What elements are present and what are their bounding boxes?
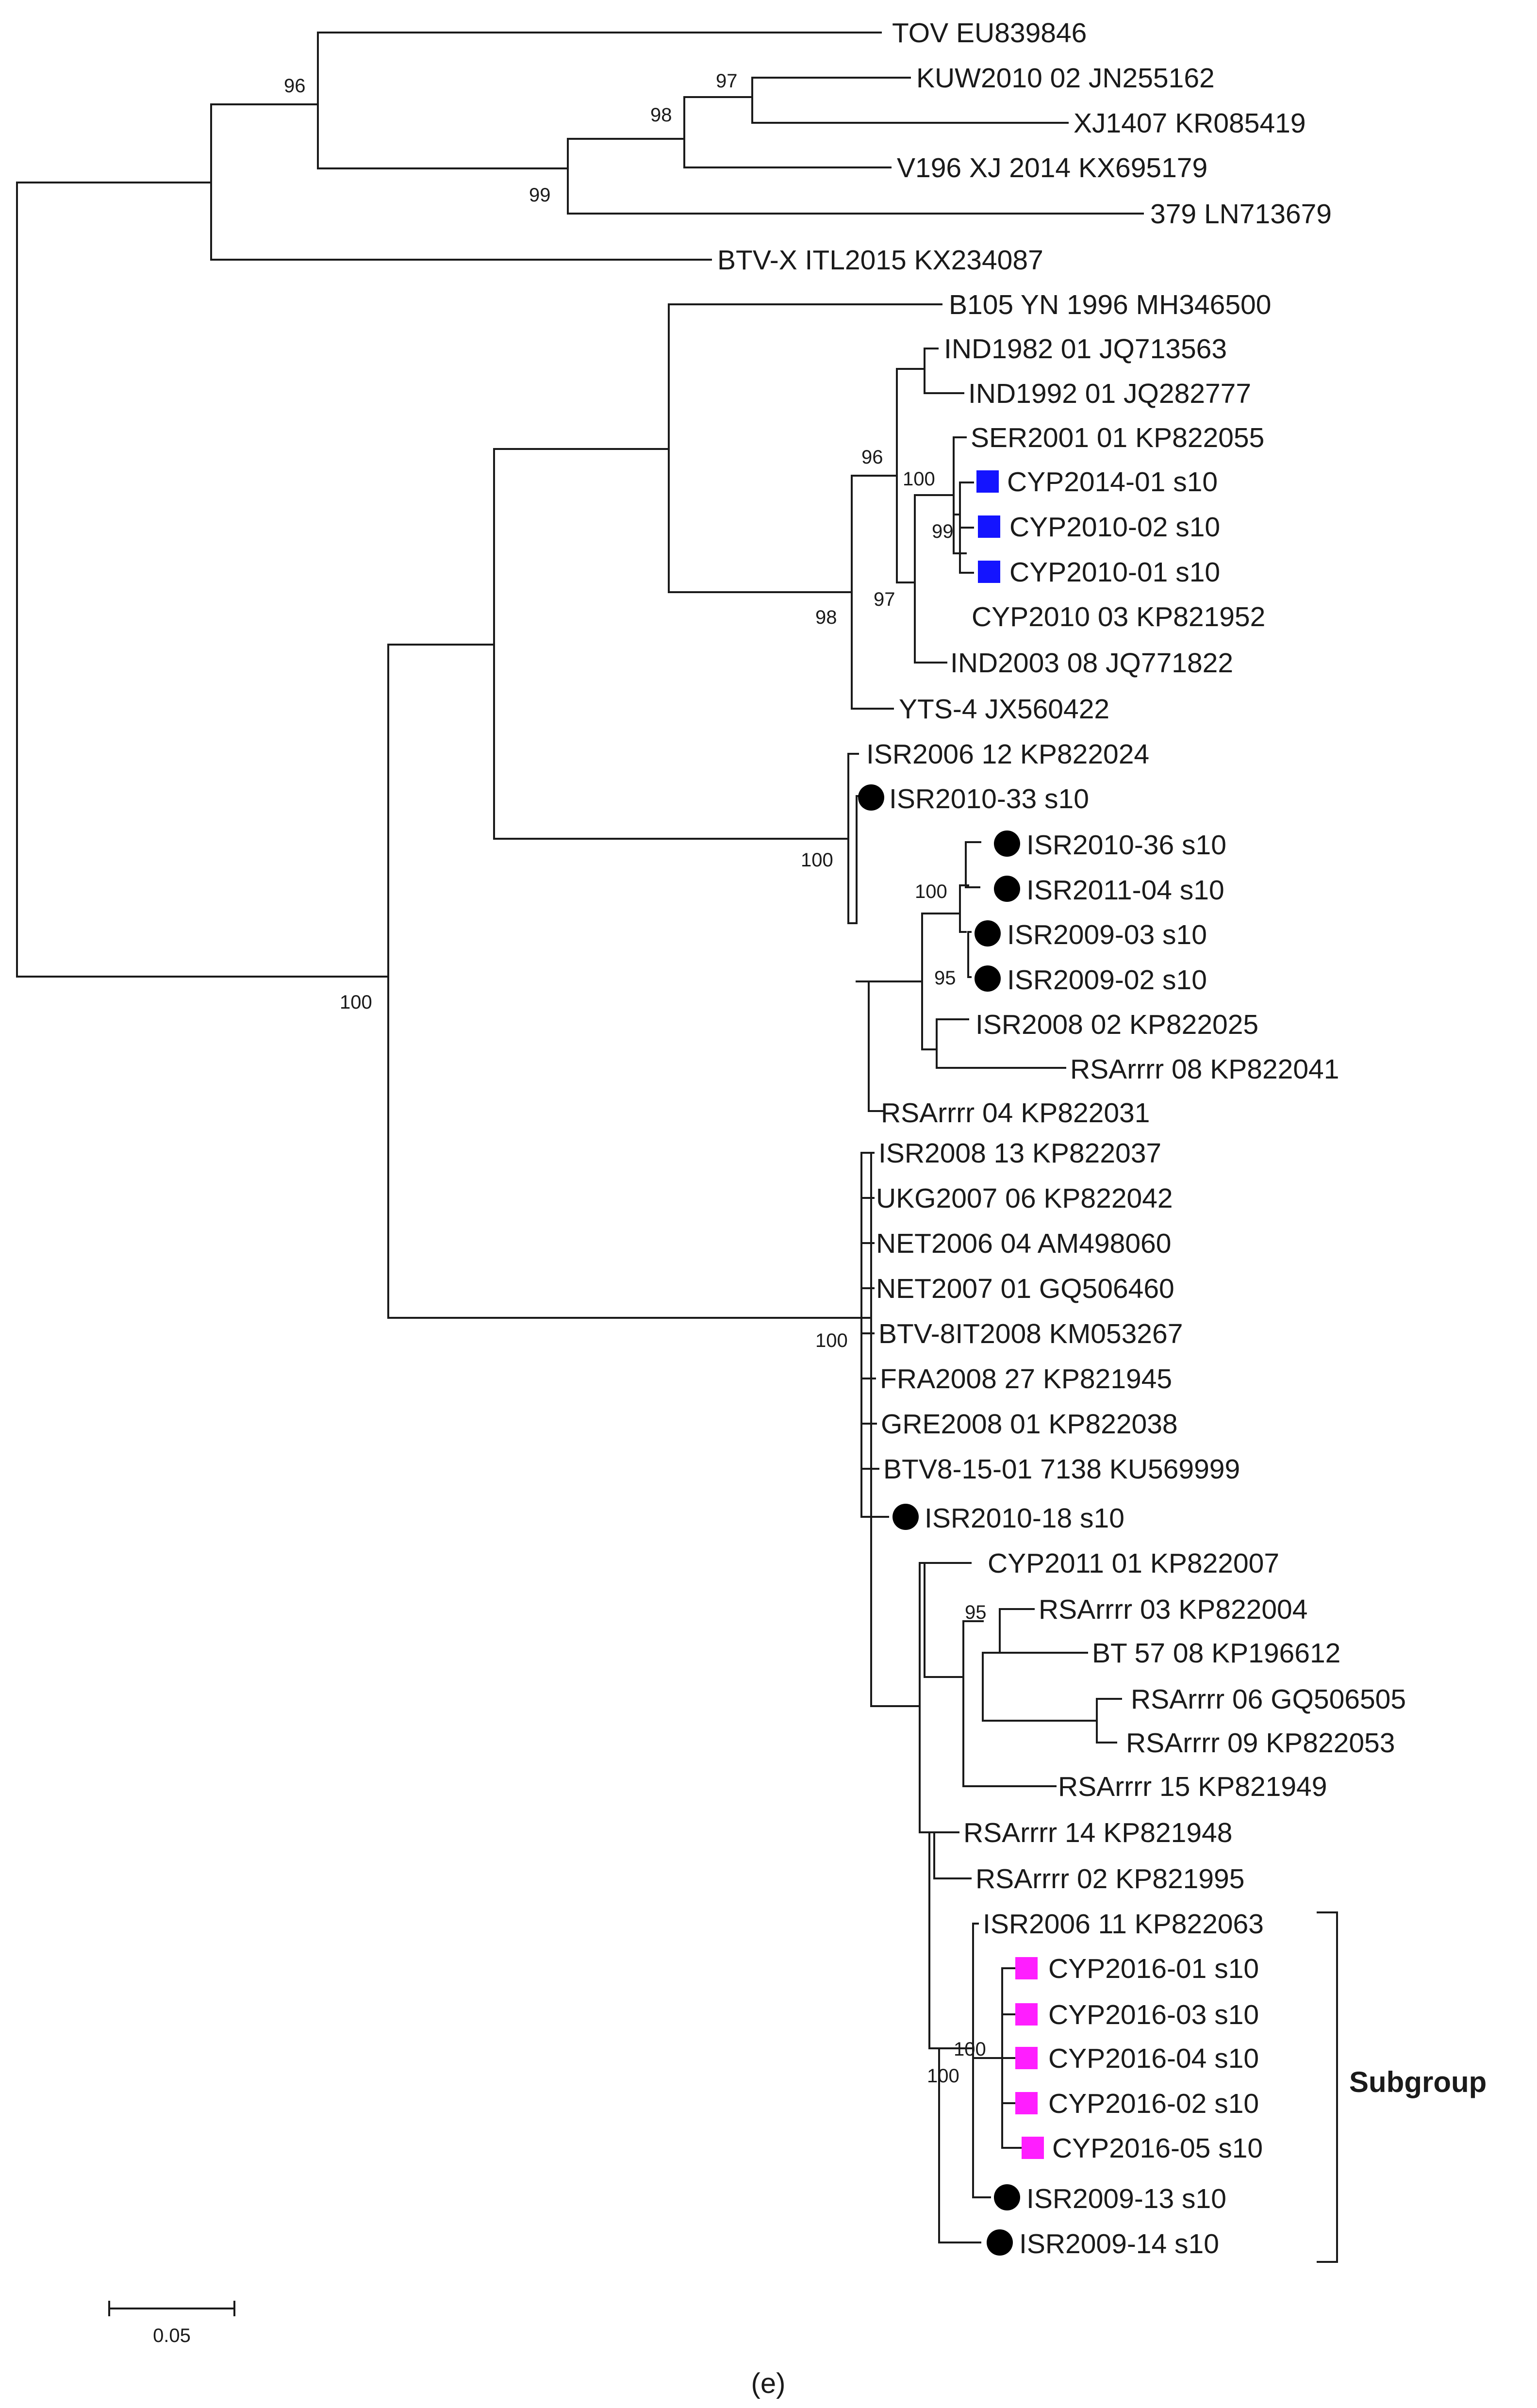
black-circle-marker [975,965,1001,992]
blue-square-marker [978,515,1000,538]
taxon-label: CYP2016-03 s10 [1048,1999,1259,2030]
taxon-label: IND1992 01 JQ282777 [968,378,1251,409]
taxon-label: 379 LN713679 [1150,199,1332,230]
bootstrap-value: 100 [815,1330,848,1351]
tree-branches [16,32,1144,2243]
taxon-label: TOV EU839846 [892,17,1087,49]
taxon-label: IND2003 08 JQ771822 [950,648,1233,679]
bootstrap-value: 97 [874,589,895,610]
taxon-label: IND1982 01 JQ713563 [944,333,1227,365]
taxon-label: ISR2009-14 s10 [1019,2228,1219,2259]
taxon-label: ISR2008 02 KP822025 [975,1009,1258,1040]
bootstrap-value: 96 [284,75,306,97]
bootstrap-value: 100 [903,468,935,490]
taxon-label: NET2007 01 GQ506460 [876,1273,1174,1304]
taxon-label: RSArrrr 03 KP822004 [1039,1594,1307,1625]
taxon-label: CYP2010 03 KP821952 [972,601,1265,632]
scale-bar-line [108,2301,235,2316]
taxon-labels: TOV EU839846 KUW2010 02 JN255162 XJ1407 … [717,17,1406,2259]
magenta-square-marker [1015,2092,1038,2114]
bootstrap-value: 100 [801,849,833,871]
panel-label: (e) [751,2368,786,2399]
taxon-label: RSArrrr 08 KP822041 [1070,1054,1339,1085]
taxon-label: ISR2010-33 s10 [889,783,1089,814]
scale-bar-label: 0.05 [153,2325,191,2346]
taxon-label: ISR2009-03 s10 [1007,919,1207,950]
bootstrap-value: 98 [650,104,672,126]
taxon-label: ISR2009-13 s10 [1026,2183,1226,2214]
taxon-label: BTV8-15-01 7138 KU569999 [883,1454,1240,1485]
taxon-label: SER2001 01 KP822055 [971,422,1264,453]
black-circle-marker [975,920,1001,947]
taxon-label: XJ1407 KR085419 [1074,108,1306,139]
taxon-label: CYP2016-04 s10 [1048,2043,1259,2074]
taxon-label: BT 57 08 KP196612 [1092,1638,1340,1669]
taxon-label: ISR2006 11 KP822063 [983,1909,1264,1940]
black-circle-marker [987,2229,1013,2256]
taxon-label: ISR2011-04 s10 [1026,875,1224,906]
bootstrap-value: 99 [932,521,954,542]
black-circle-marker [858,784,884,811]
blue-square-marker [976,470,999,493]
bootstrap-value: 95 [934,967,956,989]
taxon-label: BTV-8IT2008 KM053267 [878,1318,1183,1349]
taxon-label: CYP2016-01 s10 [1048,1953,1259,1984]
black-circle-marker [892,1504,919,1530]
bootstrap-values: 96 97 98 99 100 96 99 97 98 100 100 95 1… [284,70,987,2087]
bootstrap-value: 96 [861,447,883,468]
scale-bar: 0.05 [108,2301,235,2346]
taxon-label: ISR2010-36 s10 [1026,830,1226,861]
taxon-label: BTV-X ITL2015 KX234087 [717,245,1043,276]
taxon-label: ISR2010-18 s10 [925,1503,1124,1534]
magenta-square-marker [1022,2137,1044,2159]
taxon-label: RSArrrr 04 KP822031 [881,1097,1150,1129]
magenta-square-marker [1015,2047,1038,2069]
taxon-label: NET2006 04 AM498060 [876,1228,1171,1259]
taxon-label: CYP2016-05 s10 [1052,2133,1263,2164]
bootstrap-value: 100 [340,992,372,1013]
bootstrap-value: 100 [927,2065,959,2087]
taxon-label: CYP2014-01 s10 [1007,466,1218,498]
bootstrap-value: 99 [529,184,551,206]
taxon-label: ISR2008 13 KP822037 [878,1138,1161,1169]
black-circle-marker [994,2184,1020,2210]
taxon-label: B105 YN 1996 MH346500 [949,289,1271,320]
bootstrap-value: 95 [965,1602,987,1623]
taxon-label: RSArrrr 06 GQ506505 [1131,1684,1406,1715]
taxon-label: CYP2010-01 s10 [1009,557,1220,588]
taxon-label: CYP2011 01 KP822007 [988,1548,1279,1579]
taxon-label: RSArrrr 15 KP821949 [1058,1771,1327,1802]
black-circle-marker [994,830,1020,857]
magenta-square-marker [1015,2003,1038,2026]
taxon-label: CYP2010-02 s10 [1009,512,1220,543]
taxon-label: RSArrrr 09 KP822053 [1126,1727,1395,1759]
bootstrap-value: 100 [954,2039,986,2060]
subgroup-bracket: Subgroup [1317,1911,1487,2263]
bootstrap-value: 97 [716,70,738,92]
magenta-square-marker [1015,1957,1038,1979]
black-circle-marker [994,876,1020,902]
taxon-label: ISR2009-02 s10 [1007,964,1207,996]
taxon-label: GRE2008 01 KP822038 [881,1409,1178,1440]
taxon-label: FRA2008 27 KP821945 [880,1363,1172,1395]
taxon-label: KUW2010 02 JN255162 [916,63,1215,94]
taxon-label: UKG2007 06 KP822042 [876,1183,1173,1214]
bootstrap-value: 100 [915,881,947,902]
bootstrap-value: 98 [815,607,837,628]
subgroup-label: Subgroup [1349,2066,1487,2098]
taxon-label: RSArrrr 02 KP821995 [975,1863,1244,1894]
taxon-label: ISR2006 12 KP822024 [866,739,1149,770]
taxon-label: RSArrrr 14 KP821948 [963,1817,1232,1848]
bracket-line [1317,1911,1338,2263]
blue-square-marker [978,561,1000,583]
taxon-label: CYP2016-02 s10 [1048,2088,1259,2119]
taxon-label: V196 XJ 2014 KX695179 [897,152,1207,183]
taxon-label: YTS-4 JX560422 [899,694,1109,725]
